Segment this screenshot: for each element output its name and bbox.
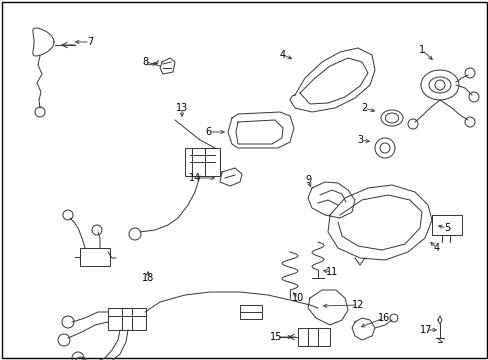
Text: 5: 5 bbox=[443, 223, 449, 233]
Text: 2: 2 bbox=[360, 103, 366, 113]
Bar bbox=[80, 248, 110, 266]
Text: 9: 9 bbox=[305, 175, 310, 185]
Text: 18: 18 bbox=[142, 273, 154, 283]
Text: 10: 10 bbox=[291, 293, 304, 303]
Text: 14: 14 bbox=[188, 173, 201, 183]
Bar bbox=[184, 148, 220, 176]
Text: 11: 11 bbox=[325, 267, 337, 277]
Text: 4: 4 bbox=[433, 243, 439, 253]
Text: 16: 16 bbox=[377, 313, 389, 323]
Text: 17: 17 bbox=[419, 325, 431, 335]
Text: 7: 7 bbox=[87, 37, 93, 47]
Bar bbox=[297, 328, 329, 346]
Bar bbox=[108, 308, 146, 330]
Text: 8: 8 bbox=[142, 57, 148, 67]
Text: 3: 3 bbox=[356, 135, 362, 145]
Text: 13: 13 bbox=[176, 103, 188, 113]
Text: 6: 6 bbox=[204, 127, 211, 137]
Text: 15: 15 bbox=[269, 332, 282, 342]
Text: 1: 1 bbox=[418, 45, 424, 55]
Bar bbox=[431, 215, 461, 235]
Text: 4: 4 bbox=[279, 50, 285, 60]
Bar bbox=[240, 305, 262, 319]
Text: 12: 12 bbox=[351, 300, 364, 310]
